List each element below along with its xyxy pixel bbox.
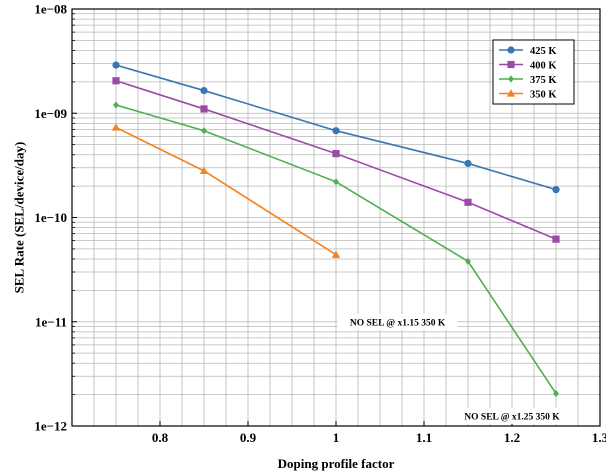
series-350-k	[111, 123, 341, 258]
annotation-text: NO SEL @ x1.15 350 K	[350, 318, 446, 328]
series-400-k	[112, 77, 560, 243]
annotation-box	[337, 313, 458, 330]
data-point	[113, 101, 119, 109]
legend-item: 425 K	[499, 46, 557, 57]
data-point	[553, 389, 559, 398]
legend-marker	[506, 89, 516, 97]
annotation: NO SEL @ x1.25 350 K	[452, 407, 572, 424]
legend-marker	[508, 75, 514, 83]
data-point	[331, 250, 341, 258]
annotation-box	[452, 407, 572, 424]
legend-item: 400 K	[499, 60, 557, 71]
annotations: NO SEL @ x1.15 350 K NO SEL @ x1.25 350 K	[337, 313, 572, 424]
x-tick-label: 1	[333, 430, 340, 445]
data-point	[552, 235, 560, 243]
data-point	[464, 159, 472, 168]
legend: 425 K 400 K 375 K 350 K	[492, 39, 575, 105]
series-layer	[111, 61, 560, 398]
y-tick-label: 1e−10	[34, 210, 67, 225]
legend-label: 350 K	[530, 89, 557, 100]
x-axis-label: Doping profile factor	[278, 456, 395, 471]
y-tick-label: 1e−12	[34, 419, 67, 434]
annotation: NO SEL @ x1.15 350 K	[337, 313, 458, 330]
data-point	[200, 105, 208, 113]
data-point	[199, 166, 209, 175]
data-point	[200, 86, 208, 95]
x-tick-label: 0.9	[240, 430, 257, 445]
legend-item: 350 K	[499, 89, 557, 100]
data-point	[111, 123, 121, 131]
legend-label: 400 K	[530, 60, 557, 71]
y-axis-label: SEL Rate (SEL/device/day)	[12, 142, 27, 294]
y-tick-label: 1e−09	[34, 106, 67, 121]
x-tick-label: 1.3	[592, 430, 606, 445]
x-tick-label: 1.1	[416, 430, 432, 445]
legend-label: 375 K	[530, 75, 557, 86]
data-point	[464, 198, 472, 206]
y-tick-label: 1e−08	[34, 2, 67, 17]
data-point	[465, 257, 471, 265]
data-point	[332, 150, 340, 158]
x-tick-label: 0.8	[152, 430, 169, 445]
legend-marker	[507, 46, 515, 54]
grid	[71, 9, 601, 426]
axis-ticks: 0.8 0.9 1 1.1 1.2 1.3 1e−12 1e−11 1e−10 1e−09 1e−0…	[34, 2, 606, 446]
legend-marker	[507, 60, 515, 69]
data-point	[332, 127, 340, 135]
series-425-k	[112, 61, 560, 194]
data-point	[112, 61, 120, 69]
legend-label: 425 K	[530, 46, 557, 57]
data-point	[333, 178, 339, 186]
data-point	[112, 77, 120, 85]
annotation-text: NO SEL @ x1.25 350 K	[464, 412, 560, 422]
y-tick-label: 1e−11	[35, 314, 67, 329]
data-point	[201, 127, 207, 135]
x-tick-label: 1.2	[504, 430, 520, 445]
data-point	[552, 186, 560, 194]
series-375-k	[113, 101, 559, 398]
legend-item: 375 K	[499, 75, 557, 86]
